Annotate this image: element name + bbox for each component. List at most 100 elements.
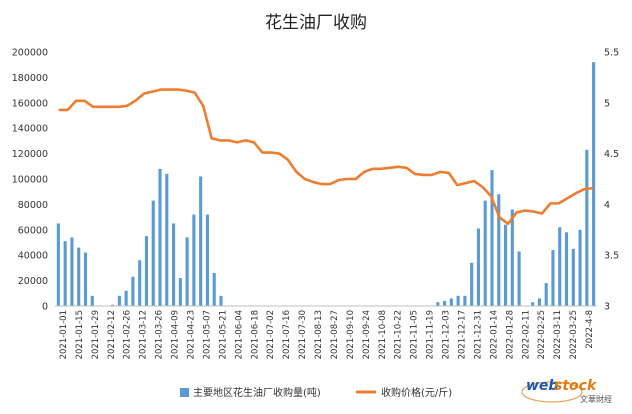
y-left-tick-label: 100000 <box>12 175 48 186</box>
price-point <box>253 141 255 144</box>
price-point <box>134 99 137 102</box>
x-tick-label: 2021-07-30 <box>298 310 308 359</box>
x-tick-label: 2021-08-13 <box>314 310 324 359</box>
y-right-tick-label: 4 <box>604 200 610 211</box>
bar <box>111 304 115 306</box>
bar <box>503 224 508 306</box>
bar <box>449 298 453 306</box>
y-left-tick-label: 180000 <box>12 73 48 84</box>
x-tick-label: 2021-03-12 <box>139 310 149 359</box>
price-point <box>363 170 366 173</box>
price-point <box>83 99 86 102</box>
y-right-tick-label: 3 <box>604 302 610 313</box>
price-point <box>286 158 289 161</box>
price-point <box>346 178 349 180</box>
price-point <box>202 104 205 107</box>
bar <box>531 302 535 306</box>
bar <box>470 262 474 306</box>
price-point <box>583 188 586 191</box>
x-tick-label: 2021-11-19 <box>426 310 436 359</box>
price-point <box>498 216 501 219</box>
price-point <box>464 182 467 184</box>
bar <box>490 170 494 306</box>
price-point <box>388 166 391 169</box>
price-point <box>422 174 425 176</box>
price-point <box>354 178 357 180</box>
y-left-axis: 0 20000 40000 60000 80000 100000 120000 140000 1… <box>12 48 48 313</box>
price-point <box>168 88 171 91</box>
x-tick-label: 2021-09-10 <box>346 310 356 359</box>
bar <box>517 251 521 306</box>
logo-stock: stock <box>554 378 598 394</box>
price-point <box>100 105 103 108</box>
x-tick-label: 2021-02-12 <box>107 310 117 359</box>
y-left-tick-label: 80000 <box>18 200 48 211</box>
price-point <box>75 99 78 102</box>
x-tick-label: 2021-02-26 <box>123 310 133 359</box>
x-tick-label: 2021-12-17 <box>458 310 468 359</box>
bar <box>205 214 209 306</box>
price-point <box>295 170 298 173</box>
price-point <box>337 179 340 181</box>
bar <box>124 290 128 306</box>
logo-web: web <box>526 378 558 394</box>
price-point <box>380 167 382 170</box>
legend-label-price: 收购价格(元/斤) <box>381 386 452 399</box>
y-right-tick-label: 3.5 <box>604 251 619 262</box>
x-axis: 2021-01-01 2021-01-15 2021-01-29 2021-02-12… <box>59 310 595 359</box>
price-point <box>549 202 552 205</box>
bar <box>158 168 162 306</box>
bar <box>56 223 60 306</box>
x-tick-label: 2021-07-02 <box>266 310 276 359</box>
y-left-tick-label: 140000 <box>12 124 48 135</box>
price-point <box>515 211 518 214</box>
x-tick-label: 2022-01-14 <box>489 310 499 359</box>
bar <box>172 223 176 306</box>
legend-swatch-volume <box>180 388 189 397</box>
price-point <box>574 192 577 195</box>
price-point <box>524 209 526 212</box>
bar <box>117 295 121 306</box>
price-point <box>481 186 484 189</box>
bar <box>178 278 182 306</box>
price-point <box>439 170 442 173</box>
x-tick-label: 2022-03-11 <box>553 310 563 359</box>
logo-swoosh-icon <box>521 381 583 403</box>
y-left-tick-label: 200000 <box>12 48 48 59</box>
watermark-logo: web stock 文華財經 <box>521 378 612 404</box>
x-tick-label: 2022-01-28 <box>505 310 515 359</box>
bar <box>585 149 589 306</box>
x-tick-label: 2021-10-08 <box>378 310 388 359</box>
price-point <box>312 181 315 183</box>
price-point <box>371 167 374 170</box>
bar <box>537 298 541 306</box>
chart-title: 花生油厂收购 <box>265 13 367 33</box>
x-tick-label: 2022-02-25 <box>537 310 547 359</box>
x-tick-label: 2021-03-26 <box>155 310 165 359</box>
y-left-tick-label: 40000 <box>18 251 48 262</box>
price-point <box>109 105 111 108</box>
price-point <box>176 88 179 91</box>
bar <box>551 250 555 306</box>
price-point <box>566 197 569 200</box>
price-point <box>414 173 416 175</box>
bar <box>219 295 223 306</box>
price-point <box>117 105 120 108</box>
price-point <box>473 180 476 182</box>
x-tick-label: 2021-01-01 <box>59 310 69 359</box>
x-tick-label: 2021-04-09 <box>171 310 181 359</box>
bar <box>151 200 155 306</box>
x-tick-label: 2021-09-24 <box>362 310 372 359</box>
price-point <box>557 202 560 205</box>
price-point <box>126 104 128 107</box>
x-tick-label: 2021-05-21 <box>218 310 228 359</box>
price-point <box>193 91 196 94</box>
price-point <box>227 139 230 142</box>
price-point <box>58 109 61 111</box>
price-point <box>430 174 433 176</box>
x-tick-label: 2022-02-11 <box>521 310 531 359</box>
bar <box>564 232 569 306</box>
bar <box>592 62 596 306</box>
price-point <box>219 139 222 142</box>
price-point <box>159 88 162 91</box>
